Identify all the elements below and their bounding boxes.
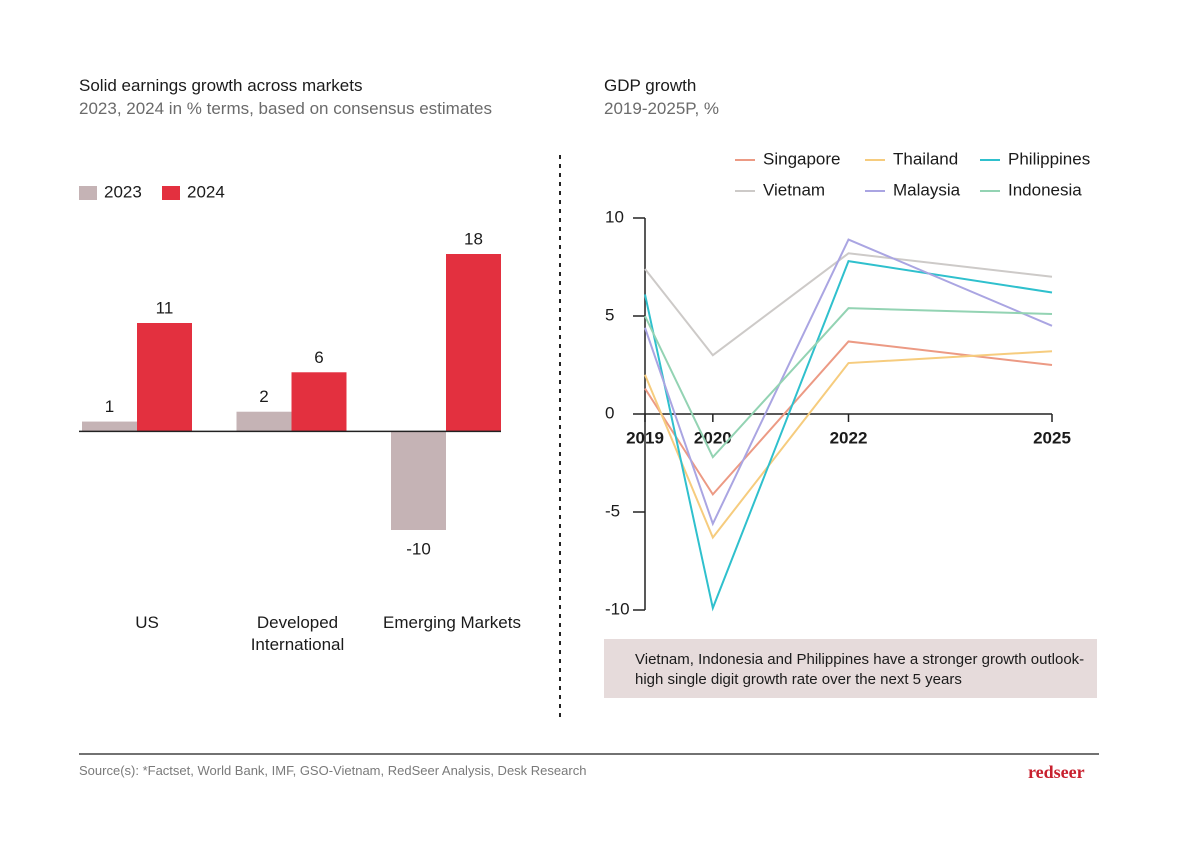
y-tick-label: -5 (605, 501, 620, 520)
legend-label: Malaysia (893, 180, 961, 199)
line (644, 340, 1053, 497)
y-tick-label: -10 (605, 599, 630, 618)
category-label: Developed International (250, 613, 345, 654)
value-label: -10 (406, 539, 431, 558)
logo: redseer (1028, 762, 1085, 782)
line (644, 260, 1053, 612)
legend-swatch (162, 186, 180, 200)
bar (291, 372, 347, 432)
legend-label: Vietnam (763, 180, 825, 199)
legend-label: Thailand (893, 149, 958, 168)
line (644, 307, 1053, 459)
bar (137, 323, 192, 432)
value-label: 11 (156, 298, 174, 317)
y-tick-label: 5 (605, 305, 614, 324)
legend-label: 2024 (187, 182, 225, 201)
source: Source(s): *Factset, World Bank, IMF, GS… (79, 763, 587, 778)
legend-label: Philippines (1008, 149, 1090, 168)
bar (391, 431, 446, 530)
legend-label: Singapore (763, 149, 841, 168)
legend-swatch (79, 186, 97, 200)
category-label: US (135, 613, 159, 632)
value-label: 1 (105, 397, 114, 416)
x-tick-label: 2022 (830, 428, 868, 447)
chart-title: Solid earnings growth across markets (79, 76, 363, 95)
line (644, 350, 1053, 540)
bar (82, 421, 137, 432)
legend-label: 2023 (104, 182, 142, 201)
annotation: Vietnam, Indonesia and Philippines have … (604, 639, 1097, 698)
category-label: Emerging Markets (383, 613, 521, 632)
y-tick-label: 10 (605, 207, 624, 226)
chart-subtitle: 2019-2025P, % (604, 99, 720, 118)
value-label: 18 (464, 229, 483, 248)
chart-title: GDP growth (604, 76, 697, 95)
y-tick-label: 0 (605, 403, 614, 422)
x-tick-label: 2019 (626, 428, 664, 447)
x-tick-label: 2025 (1033, 428, 1071, 447)
x-tick-label: 2020 (694, 428, 732, 447)
bar (236, 411, 292, 432)
value-label: 6 (314, 348, 323, 367)
value-label: 2 (259, 387, 268, 406)
bar (446, 254, 501, 432)
legend-label: Indonesia (1008, 180, 1082, 199)
line (644, 252, 1053, 357)
chart-subtitle: 2023, 2024 in % terms, based on consensu… (79, 99, 492, 118)
